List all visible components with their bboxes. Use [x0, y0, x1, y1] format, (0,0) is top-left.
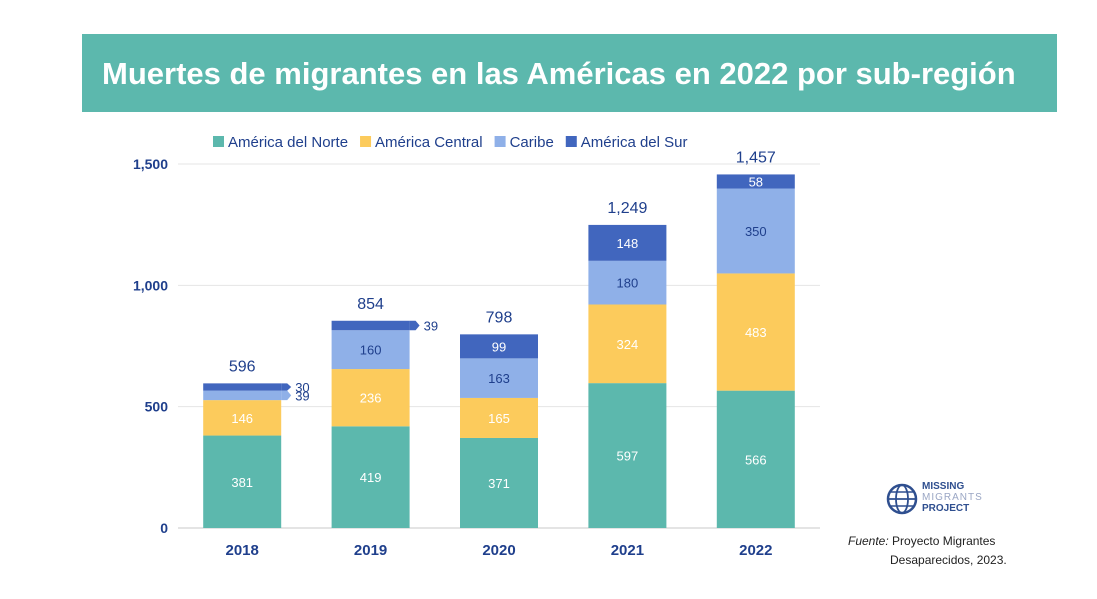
source-line-2: Desaparecidos, 2023.	[890, 553, 1007, 567]
logo-line-2: MIGRANTS	[922, 492, 983, 503]
bar-segment	[460, 397, 538, 438]
x-tick-label: 2020	[482, 542, 515, 559]
data-label: 324	[617, 337, 639, 352]
x-tick-label: 2018	[226, 542, 259, 559]
data-label: 39	[295, 388, 309, 403]
chart-title: Muertes de migrantes en las Américas en …	[102, 56, 1016, 91]
data-label: 146	[231, 411, 253, 426]
legend-swatch	[494, 136, 506, 147]
data-label: 180	[617, 276, 639, 291]
source-line-1: Proyecto Migrantes	[892, 534, 996, 548]
bar-segment	[716, 174, 795, 189]
source-label: Fuente:	[848, 534, 889, 548]
bar-segment	[331, 369, 410, 427]
legend-swatch	[565, 136, 577, 147]
bar-segment	[588, 224, 667, 261]
data-label: 39	[424, 318, 438, 333]
globe-icon	[886, 483, 918, 515]
bar-segment	[588, 260, 667, 305]
total-label: 798	[486, 309, 513, 326]
bar-segment	[460, 334, 538, 359]
bar-segment	[716, 188, 795, 274]
x-tick-label: 2021	[611, 542, 644, 559]
legend-swatch	[360, 136, 372, 147]
bar-segment	[203, 400, 282, 436]
data-label: 483	[745, 325, 767, 340]
callout-arrow	[409, 320, 420, 331]
y-tick-label: 1,500	[133, 156, 168, 172]
bar-segment	[460, 437, 538, 528]
y-tick-label: 1,000	[133, 277, 168, 293]
data-label: 419	[360, 470, 382, 485]
missing-migrants-logo: MISSING MIGRANTS PROJECT	[886, 481, 1006, 517]
data-label: 597	[617, 449, 639, 464]
data-label: 163	[488, 371, 510, 386]
legend-label: América del Sur	[581, 134, 688, 151]
total-label: 596	[229, 358, 256, 375]
bar-segment	[716, 273, 795, 391]
data-label: 99	[492, 339, 506, 354]
legend-label: América del Norte	[228, 134, 348, 151]
total-label: 1,249	[607, 200, 647, 217]
x-tick-label: 2019	[354, 542, 387, 559]
data-label: 165	[488, 411, 510, 426]
data-label: 371	[488, 476, 510, 491]
bar-segment	[331, 426, 410, 528]
data-label: 381	[231, 475, 253, 490]
bar-segment	[203, 435, 282, 528]
bar-segment	[331, 330, 410, 370]
logo-text: MISSING MIGRANTS PROJECT	[922, 481, 983, 514]
logo-line-3: PROJECT	[922, 503, 970, 514]
legend-label: América Central	[375, 134, 483, 151]
y-tick-label: 500	[145, 399, 169, 415]
y-tick-label: 0	[160, 520, 168, 536]
bar-segment	[588, 304, 667, 384]
source-note: Fuente: Proyecto Migrantes Desaparecidos…	[848, 532, 1007, 570]
bar-segment	[588, 383, 667, 528]
bar-segment	[203, 383, 282, 391]
bar-segment	[203, 390, 282, 401]
data-label: 148	[617, 236, 639, 251]
data-label: 566	[745, 452, 767, 467]
title-banner: Muertes de migrantes en las Américas en …	[82, 34, 1057, 112]
logo-line-1: MISSING	[922, 481, 965, 492]
callout-arrow	[281, 383, 292, 391]
data-label: 236	[360, 391, 382, 406]
total-label: 1,457	[736, 149, 776, 166]
legend-swatch	[213, 136, 224, 147]
bar-segment	[716, 390, 795, 528]
data-label: 160	[360, 343, 382, 358]
data-label: 350	[745, 224, 767, 239]
legend-label: Caribe	[510, 134, 554, 151]
callout-arrow	[281, 390, 292, 401]
total-label: 854	[357, 296, 384, 313]
bar-segment	[331, 320, 410, 331]
data-label: 58	[749, 174, 763, 189]
x-tick-label: 2022	[739, 542, 772, 559]
bar-segment	[460, 358, 538, 398]
data-label: 30	[295, 380, 309, 395]
